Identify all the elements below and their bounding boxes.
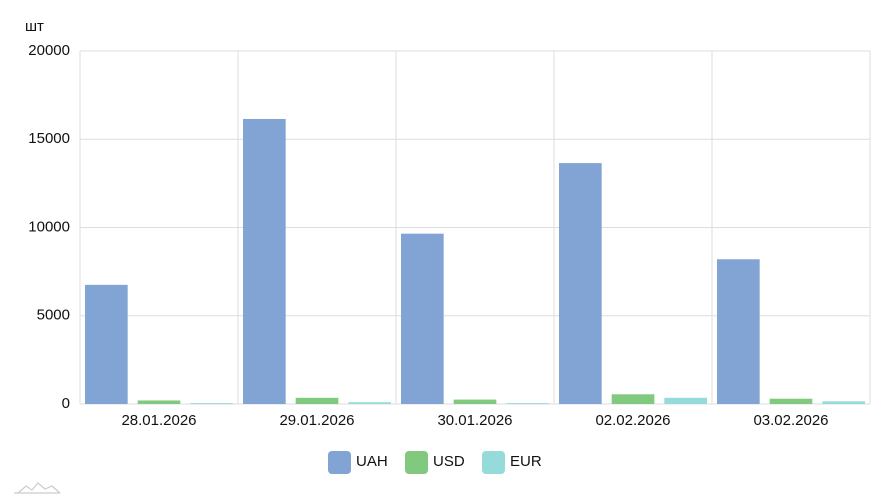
y-tick-label: 10000 [28, 218, 70, 235]
bar [611, 394, 655, 404]
bar [506, 403, 549, 404]
y-tick-label: 15000 [28, 130, 70, 147]
legend-swatch [482, 451, 505, 474]
y-axis-label: шт [25, 18, 44, 35]
y-tick-label: 5000 [37, 307, 70, 324]
bar [295, 397, 339, 404]
bar [453, 399, 497, 404]
x-tick-label: 28.01.2026 [121, 412, 196, 429]
y-tick-label: 0 [62, 395, 70, 412]
legend-label: USD [433, 453, 465, 470]
bar [137, 400, 181, 404]
bar [559, 163, 602, 404]
x-tick-label: 30.01.2026 [437, 412, 512, 429]
bar [822, 401, 865, 404]
x-tick-label: 02.02.2026 [595, 412, 670, 429]
bar [190, 403, 233, 404]
legend-swatch [405, 451, 428, 474]
x-tick-label: 03.02.2026 [753, 412, 828, 429]
bar [717, 259, 760, 404]
x-tick-label: 29.01.2026 [279, 412, 354, 429]
bar [348, 402, 391, 404]
legend-label: EUR [510, 453, 542, 470]
bar [85, 284, 128, 404]
legend-label: UAH [356, 453, 388, 470]
bar [401, 233, 444, 404]
bar [243, 118, 286, 404]
legend-swatch [328, 451, 351, 474]
bar [664, 397, 707, 404]
y-tick-label: 20000 [28, 42, 70, 59]
logo [14, 482, 61, 494]
bar [769, 398, 813, 404]
